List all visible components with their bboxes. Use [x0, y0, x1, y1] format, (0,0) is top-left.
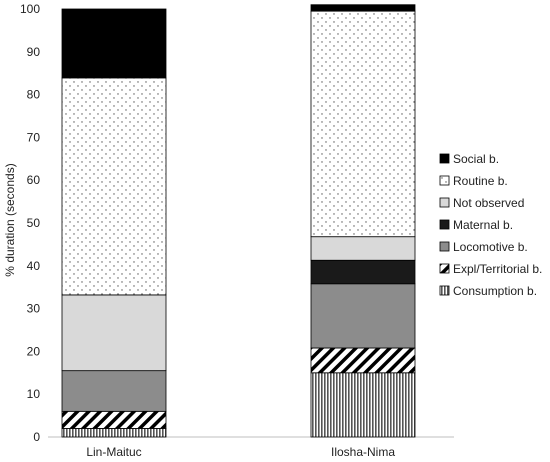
bar-segment-not-observed-lin-maituc	[61, 294, 167, 372]
y-axis-title: % duration (seconds)	[3, 163, 17, 276]
x-tick-label: Lin-Maituc	[86, 445, 141, 459]
y-tick-label: 100	[20, 2, 40, 16]
legend-swatch	[439, 153, 450, 164]
legend-label: Locomotive b.	[453, 240, 528, 254]
legend-swatch	[439, 241, 450, 252]
bar-segment-routine-b-ilosha-nima	[310, 10, 416, 238]
y-tick-label: 40	[27, 259, 41, 273]
legend-swatch	[439, 197, 450, 208]
bar-segment-routine-b-lin-maituc	[61, 77, 167, 296]
y-tick-label: 20	[27, 344, 41, 358]
bar-segment-consumption-b-lin-maituc	[61, 428, 167, 438]
legend-label: Expl/Territorial b.	[453, 262, 542, 276]
y-tick-label: 70	[27, 130, 41, 144]
bars	[61, 4, 416, 438]
bar-segment-expl-territorial-b-lin-maituc	[61, 410, 167, 429]
y-tick-label: 60	[27, 173, 41, 187]
bar-segment-locomotive-b-lin-maituc	[61, 370, 167, 412]
legend-label: Social b.	[453, 152, 499, 166]
legend-swatch	[439, 263, 450, 274]
y-tick-label: 50	[27, 216, 41, 230]
legend-swatch	[439, 219, 450, 230]
bar-segment-social-b-lin-maituc	[61, 8, 167, 79]
x-axis-labels: Lin-Maituc Ilosha-Nima	[86, 445, 395, 459]
legend-label: Not observed	[453, 196, 524, 210]
legend-label: Consumption b.	[453, 284, 537, 298]
x-tick-label: Ilosha-Nima	[331, 445, 395, 459]
legend-swatch	[439, 175, 450, 186]
y-tick-label: 90	[27, 45, 41, 59]
y-tick-label: 0	[33, 430, 40, 444]
legend-label: Maternal b.	[453, 218, 513, 232]
legend: Social b. Routine b. Not observed Maternal …	[439, 152, 542, 298]
bar-segment-locomotive-b-ilosha-nima	[310, 283, 416, 349]
bar-segment-maternal-b-ilosha-nima	[310, 259, 416, 285]
legend-swatch	[439, 285, 450, 296]
y-axis-ticks: 0 10 20 30 40 50 60 70 80 90 100	[20, 2, 40, 444]
y-tick-label: 10	[27, 387, 41, 401]
bar-segment-not-observed-ilosha-nima	[310, 236, 416, 261]
bar-segment-social-b-ilosha-nima	[310, 4, 416, 12]
bar-segment-consumption-b-ilosha-nima	[310, 372, 416, 438]
bar-segment-expl-territorial-b-ilosha-nima	[310, 347, 416, 374]
legend-label: Routine b.	[453, 174, 508, 188]
y-tick-label: 30	[27, 302, 41, 316]
y-tick-label: 80	[27, 88, 41, 102]
